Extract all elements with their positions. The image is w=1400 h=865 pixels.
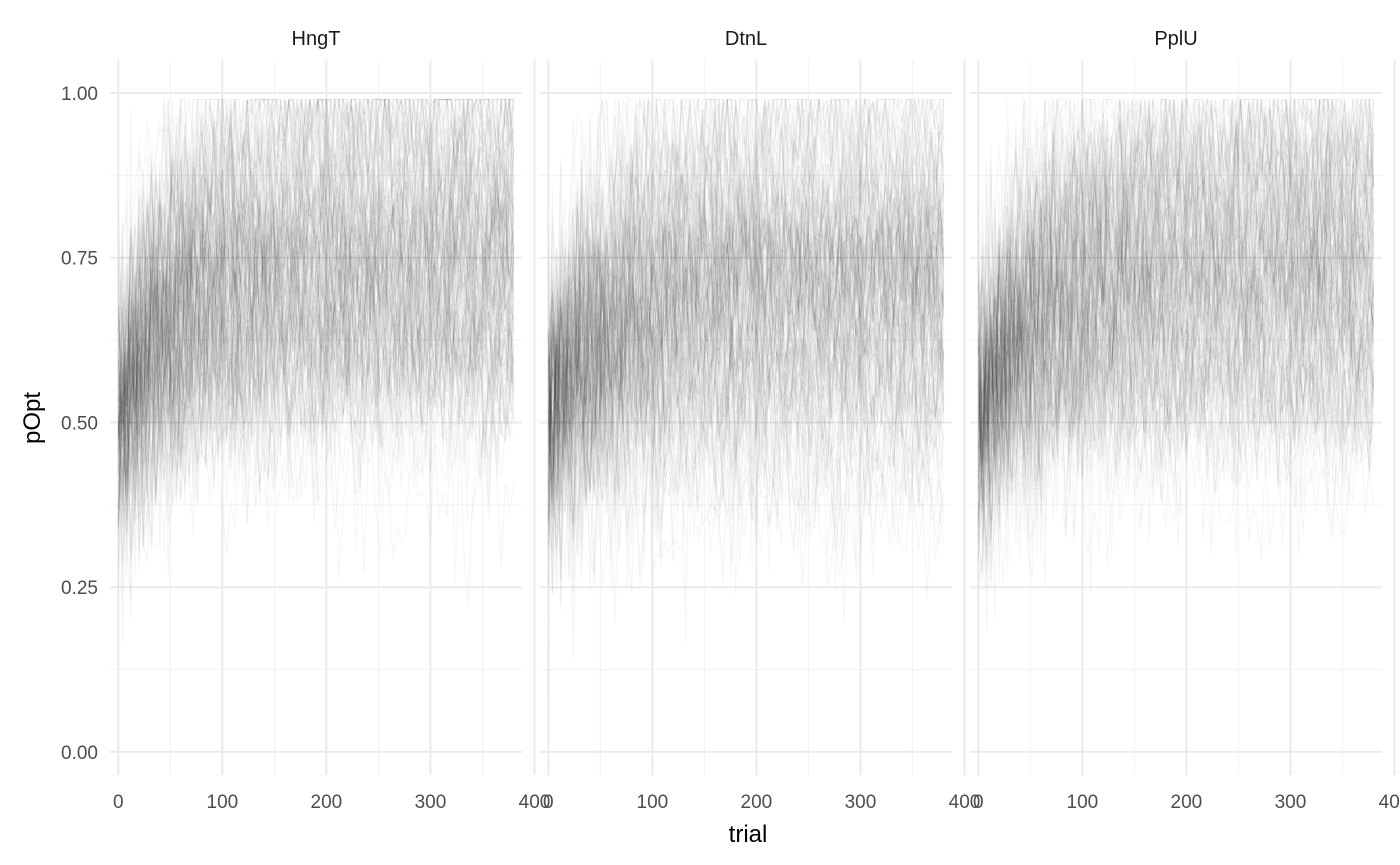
x-tick-label: 300	[1275, 792, 1307, 813]
y-tick-label: 0.75	[61, 249, 98, 270]
y-tick-label: 0.50	[61, 413, 98, 434]
x-tick-label: 400	[1379, 792, 1400, 813]
trajectory-lines	[978, 100, 1373, 633]
x-tick-label: 200	[1171, 792, 1203, 813]
x-tick-label: 400	[519, 792, 551, 813]
trajectory-lines	[548, 100, 943, 694]
y-axis-title: pOpt	[19, 392, 46, 444]
x-tick-label: 100	[637, 792, 669, 813]
x-tick-label: 200	[741, 792, 773, 813]
x-tick-label: 300	[415, 792, 447, 813]
x-tick-label: 0	[113, 792, 124, 813]
x-tick-label: 100	[207, 792, 239, 813]
x-tick-label: 0	[973, 792, 984, 813]
x-tick-label: 0	[543, 792, 554, 813]
facet-panel-hngt: HngT 0 100 200 300 400	[110, 28, 550, 813]
y-tick-label: 1.00	[61, 84, 98, 105]
facet-strip-label: HngT	[292, 28, 341, 50]
y-tick-label: 0.00	[61, 743, 98, 764]
facet-strip-label: DtnL	[725, 28, 767, 50]
facet-panel-pplu: PplU 0 100 200 300 400	[970, 28, 1400, 813]
x-tick-label: 200	[311, 792, 343, 813]
trajectory-lines	[118, 100, 513, 643]
x-tick-label: 300	[845, 792, 877, 813]
x-axis-title: trial	[729, 821, 768, 848]
y-tick-label: 0.25	[61, 578, 98, 599]
x-tick-label: 100	[1067, 792, 1099, 813]
facet-panel-dtnl: DtnL 0 100 200 300 400	[540, 28, 980, 813]
x-tick-label: 400	[949, 792, 981, 813]
facet-strip-label: PplU	[1154, 28, 1197, 50]
